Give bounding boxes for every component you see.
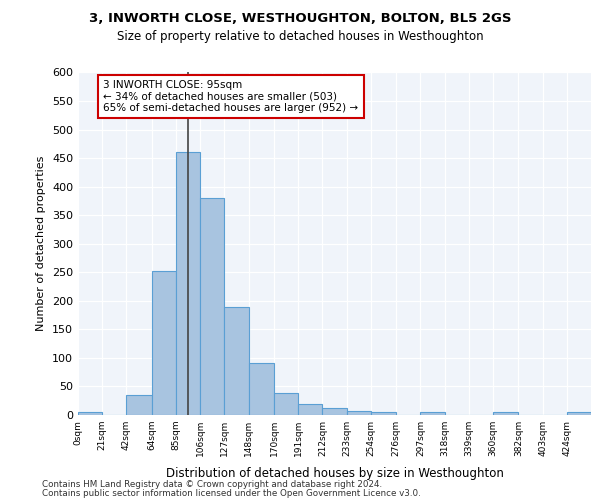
Bar bbox=[248, 363, 274, 415]
Bar bbox=[176, 152, 200, 415]
Text: Contains HM Land Registry data © Crown copyright and database right 2024.: Contains HM Land Registry data © Crown c… bbox=[42, 480, 382, 489]
Bar bbox=[322, 408, 347, 415]
X-axis label: Distribution of detached houses by size in Westhoughton: Distribution of detached houses by size … bbox=[166, 468, 503, 480]
Bar bbox=[274, 394, 298, 415]
Bar bbox=[567, 412, 591, 415]
Bar bbox=[200, 198, 224, 415]
Text: 3 INWORTH CLOSE: 95sqm
← 34% of detached houses are smaller (503)
65% of semi-de: 3 INWORTH CLOSE: 95sqm ← 34% of detached… bbox=[103, 80, 358, 113]
Bar bbox=[347, 411, 371, 415]
Bar bbox=[152, 271, 176, 415]
Bar bbox=[493, 412, 518, 415]
Text: Size of property relative to detached houses in Westhoughton: Size of property relative to detached ho… bbox=[116, 30, 484, 43]
Bar bbox=[298, 404, 322, 415]
Y-axis label: Number of detached properties: Number of detached properties bbox=[37, 156, 46, 332]
Bar bbox=[371, 412, 396, 415]
Bar bbox=[224, 306, 248, 415]
Bar bbox=[127, 395, 152, 415]
Bar bbox=[78, 412, 102, 415]
Text: 3, INWORTH CLOSE, WESTHOUGHTON, BOLTON, BL5 2GS: 3, INWORTH CLOSE, WESTHOUGHTON, BOLTON, … bbox=[89, 12, 511, 26]
Bar bbox=[421, 412, 445, 415]
Text: Contains public sector information licensed under the Open Government Licence v3: Contains public sector information licen… bbox=[42, 488, 421, 498]
